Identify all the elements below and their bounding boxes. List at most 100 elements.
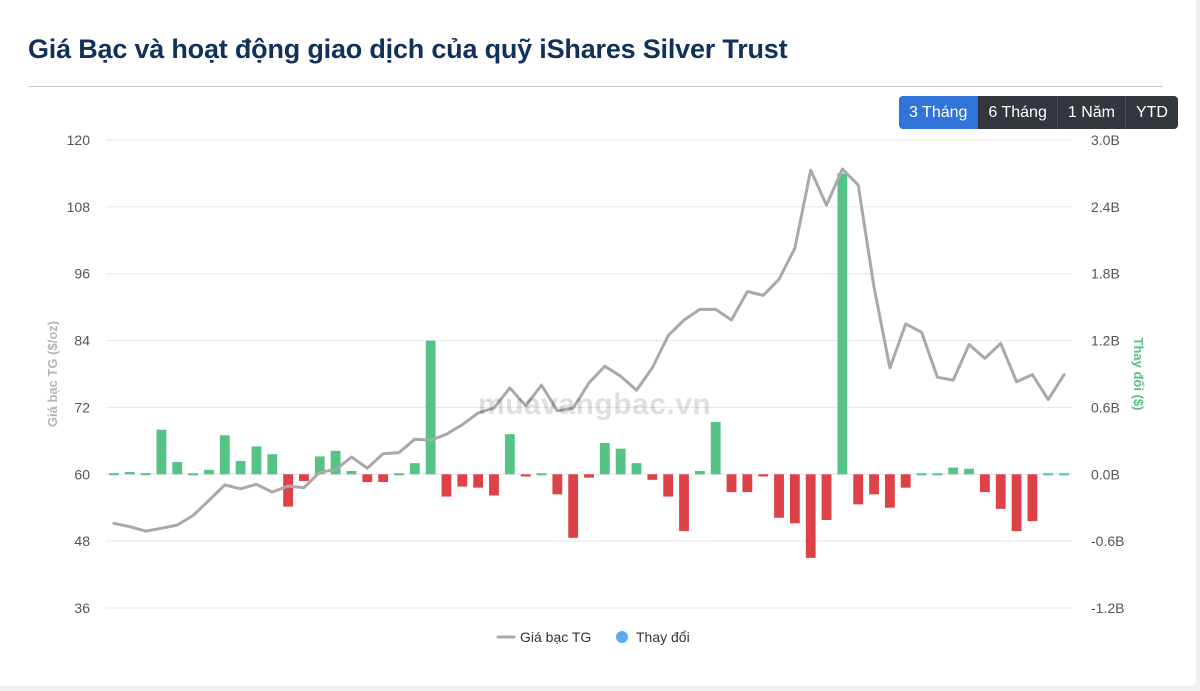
y-axis-left-tick-label: 48 bbox=[74, 533, 90, 549]
price-line bbox=[112, 167, 1066, 533]
axes: 36 48 60 72 84 96 108 120 -1.2B -0.6B 0.0B 0.6B 1.2B… bbox=[67, 132, 1125, 616]
change-bar bbox=[979, 474, 990, 493]
change-bar bbox=[124, 472, 135, 475]
change-bar bbox=[330, 450, 341, 475]
legend-label-price: Giá bạc TG bbox=[520, 629, 591, 645]
change-bar bbox=[805, 474, 816, 558]
watermark: muavangbac.vn bbox=[478, 388, 712, 421]
change-bar bbox=[1043, 473, 1054, 476]
change-bar bbox=[774, 474, 784, 518]
change-bar bbox=[916, 473, 927, 476]
change-bar bbox=[1011, 474, 1022, 532]
change-bar bbox=[964, 468, 974, 475]
change-bar bbox=[457, 474, 468, 487]
change-bar bbox=[267, 454, 278, 475]
y-axis-left-tick-label: 96 bbox=[74, 266, 90, 282]
title-divider bbox=[28, 86, 1163, 87]
y-axis-left-tick-label: 60 bbox=[74, 466, 90, 482]
change-bar bbox=[473, 474, 484, 488]
change-bar bbox=[821, 474, 832, 520]
change-bar bbox=[378, 474, 389, 483]
change-bar bbox=[726, 474, 737, 493]
change-bar bbox=[283, 474, 294, 507]
y-axis-left-label: Giá bạc TG ($/oz) bbox=[45, 321, 60, 427]
y-axis-right-tick-label: 0.0B bbox=[1091, 466, 1120, 482]
price-line-layer bbox=[112, 167, 1066, 533]
change-bar bbox=[869, 474, 879, 495]
grid-lines bbox=[106, 139, 1072, 609]
change-bars bbox=[109, 173, 1069, 558]
change-bar bbox=[188, 473, 199, 476]
y-axis-left-tick-label: 84 bbox=[74, 333, 90, 349]
range-button-6-months[interactable]: 6 Tháng bbox=[977, 96, 1057, 129]
change-bar bbox=[584, 474, 594, 478]
change-bar bbox=[1027, 474, 1038, 522]
y-axis-right-tick-label: 2.4B bbox=[1091, 199, 1120, 215]
change-bar bbox=[109, 473, 119, 476]
y-axis-left-tick-label: 120 bbox=[67, 132, 91, 148]
change-bar bbox=[789, 474, 800, 524]
change-bar bbox=[425, 340, 436, 475]
y-axis-left-tick-label: 108 bbox=[67, 199, 91, 215]
change-bar bbox=[742, 474, 753, 493]
change-bar bbox=[140, 473, 151, 476]
change-bar bbox=[710, 421, 721, 475]
change-bar bbox=[489, 474, 499, 496]
y-axis-right-tick-label: -0.6B bbox=[1091, 533, 1124, 549]
page-title: Giá Bạc và hoạt động giao dịch của quỹ i… bbox=[28, 34, 788, 64]
change-bar bbox=[156, 429, 167, 475]
change-bar bbox=[219, 435, 230, 475]
change-bar bbox=[884, 474, 895, 508]
legend-dot-swatch bbox=[616, 631, 628, 643]
chart-legend: Giá bạc TG Thay đổi bbox=[496, 629, 690, 645]
y-axis-right-label: Thay đổi ($) bbox=[1131, 338, 1146, 411]
legend-label-change: Thay đổi bbox=[636, 629, 690, 645]
change-bar bbox=[441, 474, 452, 497]
legend-item-change[interactable]: Thay đổi bbox=[616, 629, 690, 645]
change-bar bbox=[172, 462, 183, 475]
change-bar bbox=[1059, 473, 1069, 476]
change-bar bbox=[679, 474, 689, 532]
y-axis-right-tick-label: -1.2B bbox=[1091, 600, 1124, 616]
range-button-3-months[interactable]: 3 Tháng bbox=[899, 96, 978, 129]
change-bar bbox=[536, 473, 547, 476]
change-bar bbox=[552, 474, 563, 495]
change-bar bbox=[409, 463, 420, 475]
change-bar bbox=[394, 473, 404, 476]
y-axis-right-tick-label: 1.2B bbox=[1091, 333, 1120, 349]
change-bar bbox=[362, 474, 373, 483]
range-button-1-year[interactable]: 1 Năm bbox=[1056, 96, 1125, 129]
change-bar bbox=[900, 474, 911, 488]
range-selector: 3 Tháng 6 Tháng 1 Năm YTD bbox=[899, 96, 1178, 129]
change-bar bbox=[647, 474, 658, 480]
y-axis-right-tick-label: 3.0B bbox=[1091, 132, 1120, 148]
change-bar bbox=[235, 460, 246, 475]
change-bar bbox=[204, 469, 214, 475]
change-bar bbox=[932, 473, 943, 476]
change-bar bbox=[314, 456, 325, 475]
change-bar bbox=[615, 448, 626, 475]
y-axis-left-tick-label: 72 bbox=[74, 399, 90, 415]
change-bar bbox=[837, 173, 848, 475]
change-bar bbox=[599, 443, 610, 475]
change-bar bbox=[504, 434, 515, 475]
change-bar bbox=[346, 470, 357, 475]
change-bar bbox=[694, 470, 705, 475]
change-bar bbox=[251, 446, 262, 475]
legend-item-price[interactable]: Giá bạc TG bbox=[496, 629, 591, 645]
change-bar bbox=[299, 474, 309, 481]
change-bar bbox=[631, 463, 642, 475]
y-axis-left-tick-label: 36 bbox=[74, 600, 90, 616]
change-bar bbox=[995, 474, 1006, 509]
change-bar bbox=[663, 474, 674, 497]
change-bar bbox=[568, 474, 579, 538]
change-bar bbox=[853, 474, 864, 505]
range-button-ytd[interactable]: YTD bbox=[1124, 96, 1178, 129]
change-bar bbox=[758, 474, 769, 477]
y-axis-right-tick-label: 1.8B bbox=[1091, 266, 1120, 282]
change-bar bbox=[520, 474, 531, 477]
change-bar bbox=[948, 467, 959, 475]
y-axis-right-tick-label: 0.6B bbox=[1091, 399, 1120, 415]
